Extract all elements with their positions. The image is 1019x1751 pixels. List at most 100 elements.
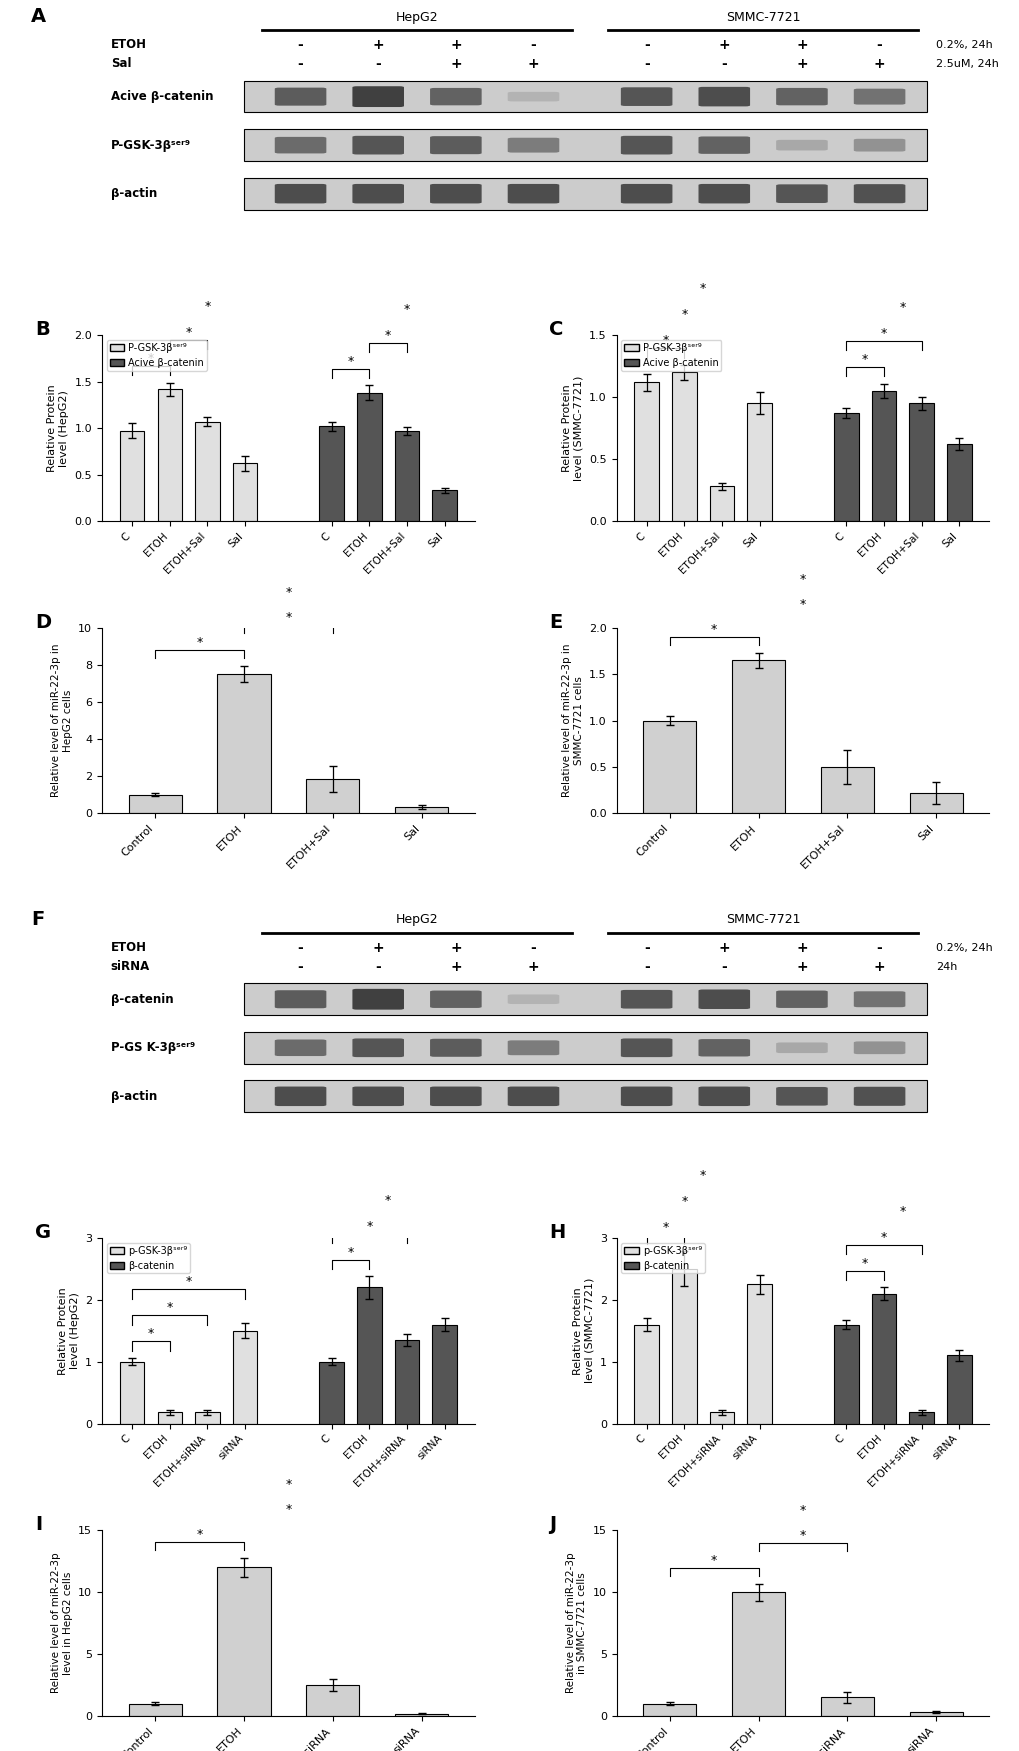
FancyBboxPatch shape (430, 1087, 481, 1107)
FancyBboxPatch shape (353, 1087, 404, 1107)
Text: -: - (643, 58, 649, 72)
Text: +: + (372, 940, 383, 954)
Text: ETOH: ETOH (111, 39, 147, 51)
Text: *: * (861, 354, 867, 366)
Bar (217, 1567, 270, 1716)
Text: +: + (527, 960, 539, 974)
FancyBboxPatch shape (244, 984, 926, 1016)
Bar (432, 1324, 457, 1424)
Text: Sal: Sal (111, 58, 131, 70)
Text: *: * (661, 334, 668, 347)
Text: *: * (710, 1553, 716, 1567)
Bar (394, 1714, 447, 1716)
FancyBboxPatch shape (507, 138, 558, 152)
Text: B: B (35, 320, 50, 340)
Bar (643, 720, 696, 814)
FancyBboxPatch shape (698, 184, 749, 203)
Text: *: * (710, 623, 716, 636)
Bar (909, 403, 933, 522)
Text: HepG2: HepG2 (395, 914, 438, 926)
Bar (432, 490, 457, 522)
Legend: p-GSK-3βˢᵉʳ⁹, β-catenin: p-GSK-3βˢᵉʳ⁹, β-catenin (107, 1243, 191, 1273)
Text: A: A (31, 7, 46, 26)
FancyBboxPatch shape (621, 1038, 672, 1058)
Bar (120, 1362, 145, 1424)
FancyBboxPatch shape (274, 1087, 326, 1107)
Text: *: * (699, 1170, 705, 1182)
Text: *: * (404, 303, 410, 315)
Text: +: + (796, 960, 807, 974)
Text: +: + (527, 58, 539, 72)
Bar (820, 767, 873, 814)
Text: 2.5uM, 24h: 2.5uM, 24h (935, 60, 998, 68)
Y-axis label: Relative Protein
level (SMMC-7721): Relative Protein level (SMMC-7721) (561, 375, 583, 482)
Text: +: + (873, 58, 884, 72)
Text: H: H (549, 1222, 566, 1241)
Bar (157, 1413, 181, 1424)
Text: Acive β-catenin: Acive β-catenin (111, 89, 213, 103)
Text: *: * (861, 1257, 867, 1269)
Text: *: * (661, 1220, 668, 1234)
Bar (217, 674, 270, 814)
Text: *: * (347, 355, 354, 368)
Text: P-GS K-3βˢᵉʳ⁹: P-GS K-3βˢᵉʳ⁹ (111, 1042, 195, 1054)
FancyBboxPatch shape (698, 88, 749, 107)
Text: β-catenin: β-catenin (111, 993, 173, 1005)
Text: *: * (148, 352, 154, 364)
FancyBboxPatch shape (853, 138, 905, 152)
Bar (232, 464, 257, 522)
Bar (128, 1704, 181, 1716)
FancyBboxPatch shape (244, 130, 926, 161)
Bar (394, 807, 447, 814)
Text: +: + (796, 58, 807, 72)
Bar (946, 1355, 970, 1424)
FancyBboxPatch shape (244, 1031, 926, 1063)
Bar (747, 403, 771, 522)
Text: *: * (385, 329, 391, 341)
Text: SMMC-7721: SMMC-7721 (726, 11, 800, 25)
Text: C: C (549, 320, 564, 340)
Text: *: * (185, 1275, 192, 1289)
Text: *: * (799, 599, 805, 611)
Bar (643, 1704, 696, 1716)
Text: J: J (549, 1515, 556, 1534)
Text: *: * (285, 611, 291, 623)
Bar (732, 660, 785, 814)
FancyBboxPatch shape (353, 1038, 404, 1058)
FancyBboxPatch shape (430, 991, 481, 1009)
Y-axis label: Relative level of miR-22-3p
level in HepG2 cells: Relative level of miR-22-3p level in Hep… (51, 1553, 72, 1693)
Bar (834, 413, 858, 522)
Bar (946, 445, 970, 522)
Text: P-GSK-3βˢᵉʳ⁹: P-GSK-3βˢᵉʳ⁹ (111, 138, 191, 152)
Bar (634, 382, 658, 522)
Bar (709, 487, 734, 522)
FancyBboxPatch shape (507, 1040, 558, 1056)
FancyBboxPatch shape (430, 137, 481, 154)
Text: +: + (449, 58, 462, 72)
FancyBboxPatch shape (244, 1080, 926, 1112)
Text: *: * (185, 326, 192, 340)
Text: -: - (720, 960, 727, 974)
Text: -: - (720, 58, 727, 72)
Text: *: * (799, 1504, 805, 1516)
FancyBboxPatch shape (274, 1040, 326, 1056)
Text: -: - (643, 960, 649, 974)
Bar (319, 425, 343, 522)
Text: *: * (197, 1529, 203, 1541)
FancyBboxPatch shape (698, 989, 749, 1009)
Y-axis label: Relative level of miR-22-3p in
HepG2 cells: Relative level of miR-22-3p in HepG2 cel… (51, 644, 72, 797)
FancyBboxPatch shape (853, 184, 905, 203)
Text: +: + (717, 39, 730, 53)
Text: -: - (375, 58, 381, 72)
Text: *: * (880, 1231, 887, 1243)
FancyBboxPatch shape (853, 89, 905, 105)
Text: E: E (549, 613, 562, 632)
Text: *: * (197, 636, 203, 650)
Bar (747, 1283, 771, 1424)
FancyBboxPatch shape (507, 1087, 558, 1107)
Text: HepG2: HepG2 (395, 11, 438, 25)
FancyBboxPatch shape (621, 1087, 672, 1107)
FancyBboxPatch shape (775, 991, 826, 1009)
Y-axis label: Relative Protein
level (HepG2): Relative Protein level (HepG2) (47, 383, 69, 473)
FancyBboxPatch shape (775, 1042, 826, 1052)
